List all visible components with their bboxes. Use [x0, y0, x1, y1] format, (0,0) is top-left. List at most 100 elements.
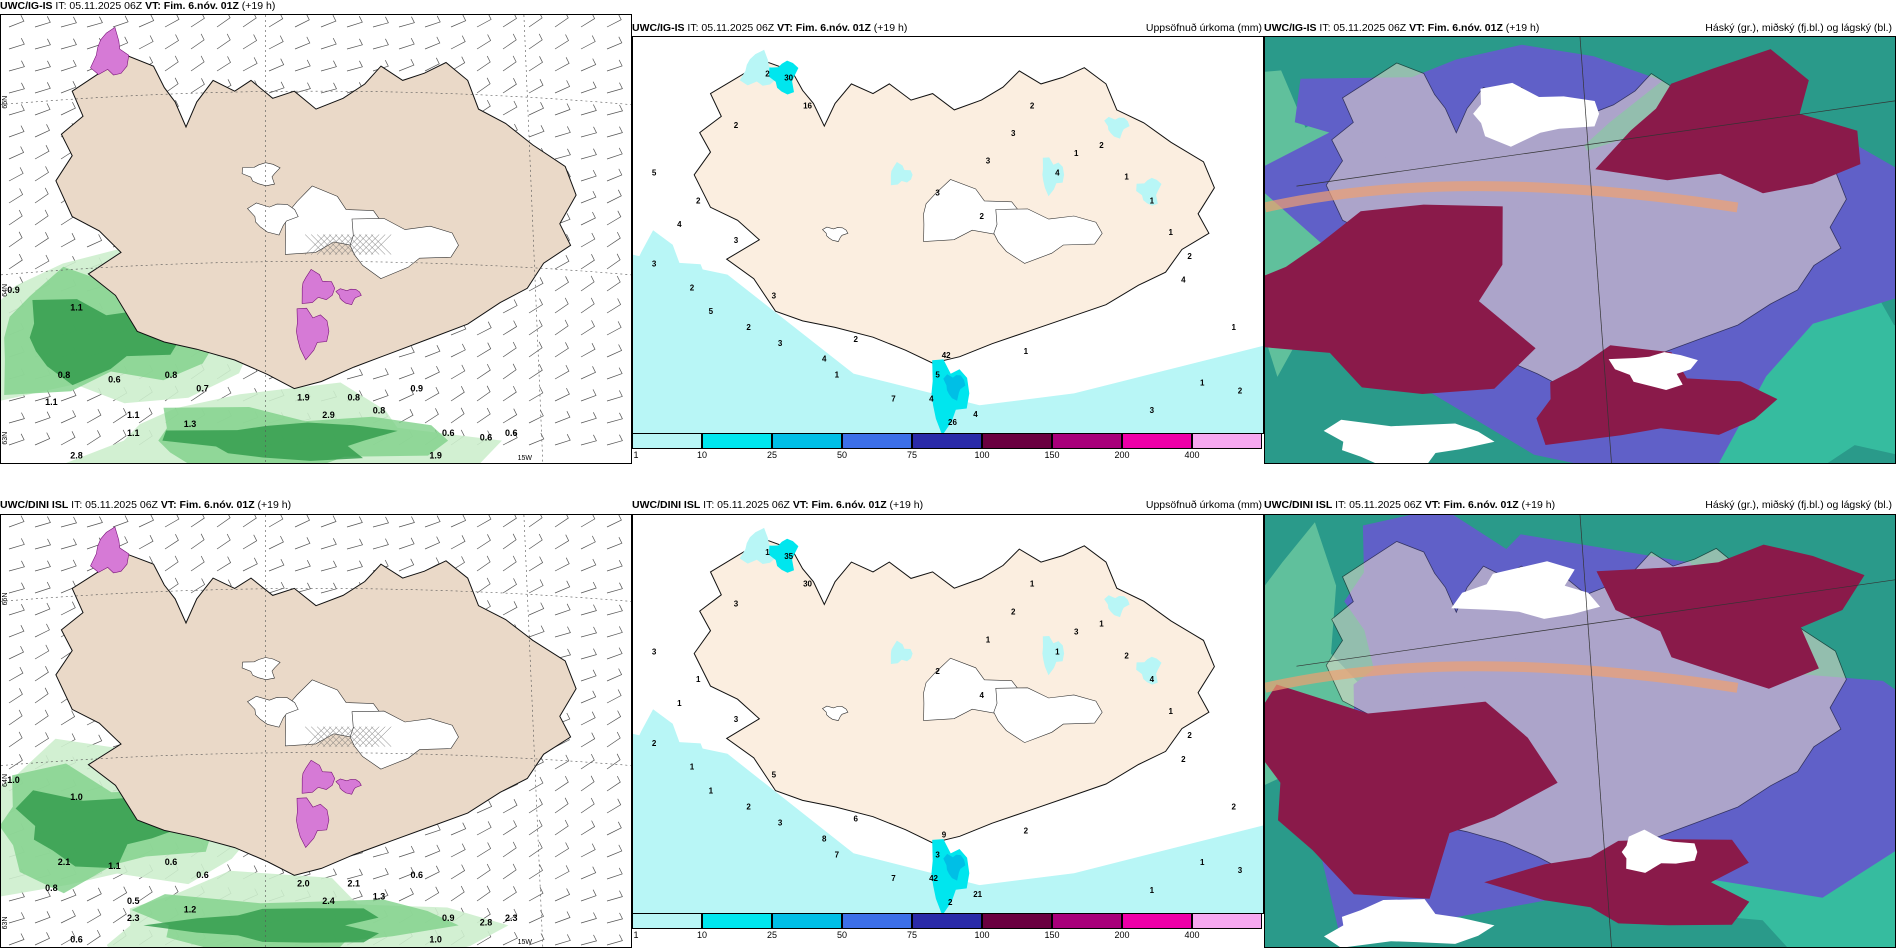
wind-barb [34, 60, 51, 72]
accum-value-label: 1 [1169, 228, 1174, 237]
accum-value-label: 5 [772, 771, 777, 780]
wind-barb [372, 16, 389, 28]
wind-barb [424, 536, 441, 550]
heavy-precip-area [90, 26, 130, 76]
wind-barb [528, 102, 544, 116]
wind-barb [112, 907, 127, 924]
wind-barb [320, 582, 337, 594]
precip-value-label: 0.7 [196, 383, 209, 393]
wind-barb [606, 798, 622, 814]
precip-area-light [890, 162, 913, 186]
precip-value-label: 0.6 [442, 428, 455, 438]
wind-barb [502, 363, 517, 380]
wind-barb [86, 929, 101, 946]
wind-barb [8, 538, 25, 550]
legend-label: 400 [1184, 450, 1200, 460]
wind-barb [346, 560, 363, 572]
legend-label: 150 [1044, 930, 1060, 940]
accum-value-label: 2 [1099, 141, 1104, 150]
low-cloud-area [1265, 204, 1536, 394]
legend-swatch [1052, 433, 1122, 449]
wind-barb [450, 56, 466, 72]
precip-area-light [633, 230, 708, 325]
color-legend: 1 10 25 50 75 100 150 200 400 [632, 913, 1262, 940]
precip-value-label: 2.8 [70, 451, 83, 461]
wind-barb [268, 515, 284, 528]
precip-value-label: 1.1 [127, 410, 140, 420]
wind-barb [606, 582, 623, 594]
wind-barb [450, 822, 467, 836]
wind-barb [580, 81, 597, 94]
panel-title: UWC/DINI ISL IT: 05.11.2025 06Z VT: Fim.… [1264, 499, 1556, 511]
wind-barb [398, 845, 415, 858]
accum-value-label: 3 [1150, 406, 1155, 415]
accum-value-label: 5 [935, 371, 940, 380]
wind-barb [320, 560, 337, 572]
wind-barb [398, 388, 414, 402]
wind-barb [164, 55, 179, 72]
wind-barb [190, 33, 205, 50]
wind-barb [216, 533, 231, 550]
wind-barb [606, 753, 621, 770]
legend-swatch [1122, 433, 1192, 449]
wind-barb [268, 15, 284, 28]
accum-value-label: 2 [746, 803, 751, 812]
wind-barb [502, 341, 517, 358]
wind-barb [554, 411, 571, 424]
accum-value-label: 2 [980, 212, 985, 221]
clear-area [1473, 82, 1600, 147]
wind-barb [8, 38, 25, 50]
wind-barb [606, 912, 624, 924]
wind-barb [580, 732, 596, 748]
wind-barb [606, 689, 622, 704]
wind-barb [554, 934, 571, 946]
wind-barb [606, 867, 623, 880]
wind-barb [554, 842, 570, 858]
accum-value-label: 1 [835, 371, 840, 380]
wind-barb [580, 434, 597, 446]
accum-value-label: 2 [1187, 252, 1192, 261]
accum-value-label: 21 [973, 890, 982, 899]
glacier [247, 695, 299, 728]
accum-value-label: 2 [696, 196, 701, 205]
wind-barb [554, 15, 569, 28]
wind-barb [502, 841, 517, 858]
clear-area [1451, 561, 1601, 619]
wind-barb [8, 125, 25, 138]
accum-value-label: 3 [734, 715, 739, 724]
wind-barb [580, 912, 597, 924]
accum-value-label: 7 [891, 394, 896, 403]
wind-barb [60, 559, 77, 572]
precip-value-label: 2.8 [480, 917, 493, 927]
accum-value-label: 1 [1124, 173, 1129, 182]
wind-barb [502, 515, 517, 528]
legend-label: 150 [1044, 450, 1060, 460]
wind-barb [372, 538, 389, 550]
wind-barb [8, 754, 23, 770]
accum-value-label: 2 [1181, 755, 1186, 764]
accum-value-label: 3 [935, 188, 940, 197]
wind-barb [8, 60, 25, 72]
wind-barb [606, 82, 623, 94]
wind-barb [502, 931, 518, 946]
wind-barb [580, 669, 597, 682]
precip-value-label: 2.3 [505, 913, 518, 923]
wind-barb [164, 577, 179, 594]
wind-barb [606, 890, 623, 902]
wind-barb [606, 731, 621, 748]
accum-value-label: 1 [986, 635, 991, 644]
wind-barb [502, 533, 517, 550]
precip-value-label: 0.9 [411, 383, 424, 393]
wind-barb [606, 275, 621, 292]
wind-barb [528, 533, 543, 550]
wind-barb [112, 429, 127, 446]
wind-barb [528, 386, 544, 402]
wind-barb [294, 582, 311, 594]
wind-barb [502, 820, 517, 836]
accum-value-label: 2 [1124, 651, 1129, 660]
wind-barb [502, 908, 518, 924]
panel-title: UWC/IG-IS IT: 05.11.2025 06Z VT: Fim. 6.… [0, 0, 276, 12]
precip-area-light [1136, 177, 1162, 206]
precip-value-label: 0.8 [45, 883, 58, 893]
wind-barb [476, 842, 492, 858]
